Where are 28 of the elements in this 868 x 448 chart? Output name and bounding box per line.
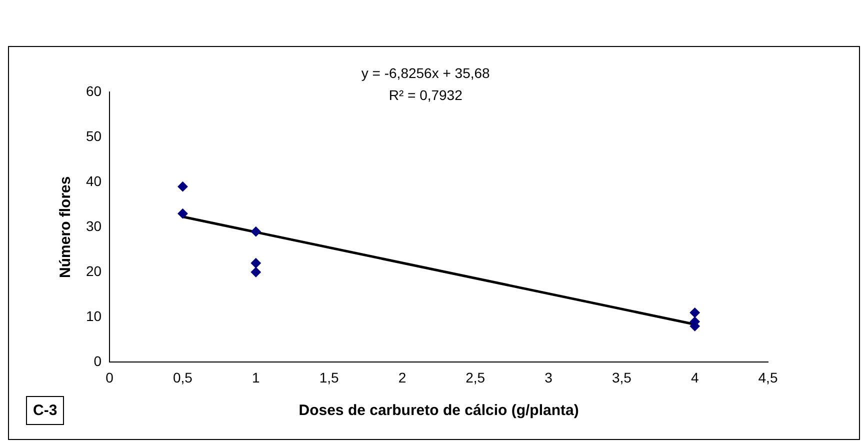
- y-axis-title: Número flores: [57, 176, 74, 278]
- x-tick-label: 0,5: [172, 369, 193, 386]
- y-tick-label: 50: [86, 128, 102, 144]
- text: C-3: [26, 396, 64, 425]
- text: y = -6,8256x + 35,68: [361, 65, 490, 81]
- y-tick-label: 40: [86, 172, 102, 189]
- x-tick-label: 3: [544, 369, 553, 386]
- x-tick-label: 3,5: [612, 369, 632, 386]
- y-tick-label: 20: [86, 262, 102, 279]
- x-tick-label: 2,5: [466, 369, 486, 386]
- point: [250, 258, 261, 268]
- x-tick-label: 2: [398, 369, 406, 386]
- x-tick-label: 1,5: [319, 369, 339, 386]
- x-axis-title: Doses de carbureto de cálcio (g/planta): [298, 402, 579, 420]
- y-tick-label: 30: [86, 218, 102, 234]
- x-tick-label: 1: [252, 369, 260, 386]
- x-tick-label: 0: [106, 369, 114, 386]
- x-tick-label: 4,5: [758, 369, 778, 386]
- x-tick-label: 4: [690, 369, 699, 386]
- point: [690, 308, 700, 318]
- y-tick-label: 0: [94, 353, 102, 370]
- point: [250, 267, 261, 278]
- point: [250, 226, 261, 237]
- y-tick-label: 60: [86, 82, 102, 99]
- point: [178, 182, 188, 192]
- y-tick-label: 10: [86, 308, 102, 324]
- annotation: R² = 0,7932: [388, 87, 463, 103]
- point: [178, 208, 188, 219]
